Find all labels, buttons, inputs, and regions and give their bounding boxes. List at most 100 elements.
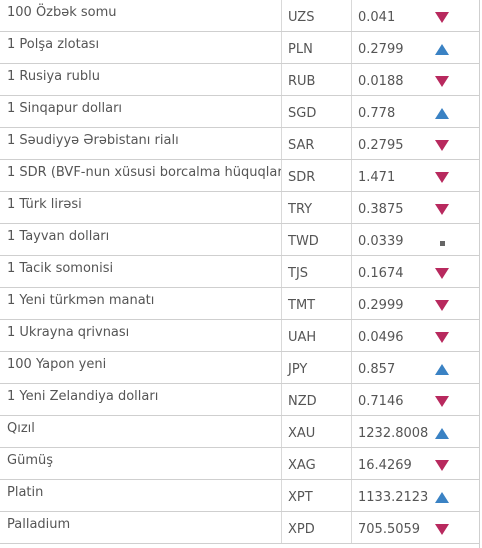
table-row: 1 Səudiyyə Ərəbistanı rialı SAR 0.2795 — [0, 128, 479, 160]
currency-code: SDR — [282, 160, 352, 191]
currency-rate: 0.2799 — [358, 42, 404, 57]
trend-cell — [428, 320, 480, 351]
currency-code: TJS — [282, 256, 352, 287]
table-row: 1 Tacik somonisi TJS 0.1674 — [0, 256, 479, 288]
currency-code: UZS — [282, 0, 352, 31]
currency-code: XPT — [282, 480, 352, 511]
trend-cell — [428, 352, 480, 383]
currency-name: 1 Ukrayna qrivnası — [0, 320, 282, 351]
trend-cell — [428, 448, 480, 479]
currency-rate: 1.471 — [358, 170, 396, 185]
trend-cell — [428, 480, 480, 511]
trend-cell — [428, 384, 480, 415]
currency-name: 100 Yapon yeni — [0, 352, 282, 383]
currency-name: 100 Özbək somu — [0, 0, 282, 31]
currency-code: TRY — [282, 192, 352, 223]
currency-code: SGD — [282, 96, 352, 127]
table-row: 1 Rusiya rublu RUB 0.0188 — [0, 64, 479, 96]
table-row: 1 SDR (BVF-nun xüsusi borcalma hüquqları… — [0, 160, 479, 192]
currency-rate: 0.778 — [358, 106, 396, 121]
down-arrow-icon — [435, 300, 449, 311]
down-arrow-icon — [435, 332, 449, 343]
up-arrow-icon — [435, 428, 449, 439]
down-arrow-icon — [435, 204, 449, 215]
currency-name: Qızıl — [0, 416, 282, 447]
up-arrow-icon — [435, 108, 449, 119]
down-arrow-icon — [435, 396, 449, 407]
down-arrow-icon — [435, 76, 449, 87]
currency-name: 1 Tacik somonisi — [0, 256, 282, 287]
trend-cell — [428, 256, 480, 287]
trend-cell — [428, 128, 480, 159]
currency-code: XPD — [282, 512, 352, 543]
down-arrow-icon — [435, 172, 449, 183]
trend-cell — [428, 416, 480, 447]
currency-rate: 0.3875 — [358, 202, 404, 217]
currency-rate: 1232.8008 — [358, 426, 429, 441]
currency-rate: 0.7146 — [358, 394, 404, 409]
up-arrow-icon — [435, 492, 449, 503]
trend-cell — [428, 288, 480, 319]
up-arrow-icon — [435, 364, 449, 375]
currency-code: NZD — [282, 384, 352, 415]
currency-code: SAR — [282, 128, 352, 159]
currency-name: 1 Türk lirəsi — [0, 192, 282, 223]
currency-code: XAU — [282, 416, 352, 447]
currency-code: RUB — [282, 64, 352, 95]
table-row: Qızıl XAU 1232.8008 — [0, 416, 479, 448]
currency-code: TWD — [282, 224, 352, 255]
currency-rate: 0.041 — [358, 10, 396, 25]
up-arrow-icon — [435, 44, 449, 55]
trend-cell — [428, 96, 480, 127]
trend-cell — [428, 192, 480, 223]
down-arrow-icon — [435, 140, 449, 151]
down-arrow-icon — [435, 524, 449, 535]
table-row: 1 Tayvan dolları TWD 0.0339 — [0, 224, 479, 256]
down-arrow-icon — [435, 12, 449, 23]
currency-rate: 1133.2123 — [358, 490, 429, 505]
trend-cell — [428, 64, 480, 95]
trend-cell — [428, 32, 480, 63]
table-row: 1 Türk lirəsi TRY 0.3875 — [0, 192, 479, 224]
currency-rate: 0.857 — [358, 362, 396, 377]
trend-cell — [428, 160, 480, 191]
currency-code: UAH — [282, 320, 352, 351]
currency-rate: 16.4269 — [358, 458, 412, 473]
currency-name: 1 Yeni Zelandiya dolları — [0, 384, 282, 415]
table-row: 1 Ukrayna qrivnası UAH 0.0496 — [0, 320, 479, 352]
currency-name: 1 Sinqapur dolları — [0, 96, 282, 127]
currency-code: TMT — [282, 288, 352, 319]
table-row: 1 Yeni Zelandiya dolları NZD 0.7146 — [0, 384, 479, 416]
table-row: Palladium XPD 705.5059 — [0, 512, 479, 544]
currency-rate: 0.0339 — [358, 234, 404, 249]
trend-cell — [428, 0, 480, 31]
currency-rate: 0.2999 — [358, 298, 404, 313]
table-row: 1 Yeni türkmən manatı TMT 0.2999 — [0, 288, 479, 320]
currency-name: Palladium — [0, 512, 282, 543]
currency-name: 1 Səudiyyə Ərəbistanı rialı — [0, 128, 282, 159]
currency-rate: 0.0188 — [358, 74, 404, 89]
table-row: 1 Sinqapur dolları SGD 0.778 — [0, 96, 479, 128]
currency-rate: 0.0496 — [358, 330, 404, 345]
table-row: 100 Özbək somu UZS 0.041 — [0, 0, 479, 32]
table-row: 1 Polşa zlotası PLN 0.2799 — [0, 32, 479, 64]
trend-cell — [428, 224, 480, 255]
currency-code: JPY — [282, 352, 352, 383]
unchanged-square-icon — [440, 241, 445, 246]
trend-cell — [428, 512, 480, 543]
currency-name: 1 Polşa zlotası — [0, 32, 282, 63]
currency-rate: 0.2795 — [358, 138, 404, 153]
currency-name: 1 Rusiya rublu — [0, 64, 282, 95]
currency-name: 1 Tayvan dolları — [0, 224, 282, 255]
currency-code: PLN — [282, 32, 352, 63]
down-arrow-icon — [435, 268, 449, 279]
currency-name: 1 Yeni türkmən manatı — [0, 288, 282, 319]
currency-code: XAG — [282, 448, 352, 479]
currency-name: 1 SDR (BVF-nun xüsusi borcalma hüquqları… — [0, 160, 282, 191]
down-arrow-icon — [435, 460, 449, 471]
currency-name: Platin — [0, 480, 282, 511]
currency-rate: 0.1674 — [358, 266, 404, 281]
table-row: Platin XPT 1133.2123 — [0, 480, 479, 512]
table-row: Gümüş XAG 16.4269 — [0, 448, 479, 480]
